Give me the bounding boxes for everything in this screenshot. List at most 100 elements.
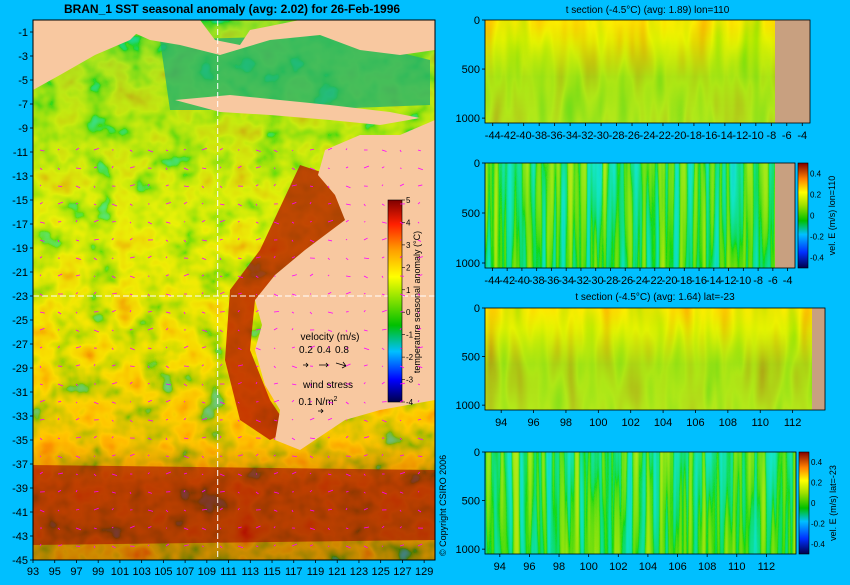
velocity-vector (94, 276, 95, 277)
section-x-tick-label: -42 (500, 130, 516, 142)
section-x-tick-label: -8 (753, 275, 763, 287)
lon-tick-label: 99 (92, 566, 104, 578)
section-x-tick-label: 94 (495, 417, 507, 429)
lon-tick-label: 125 (371, 566, 389, 578)
section-x-tick-label: -18 (676, 275, 692, 287)
velocity-vector (310, 401, 312, 402)
wind-stress-value: 0.1 N/m2 (299, 396, 338, 408)
section-x-tick-label: 100 (579, 561, 597, 573)
depth-tick-label: 1000 (456, 113, 480, 125)
section-x-tick-label: -44 (485, 130, 501, 142)
lat-tick-label: -31 (12, 387, 28, 399)
lon-tick-label: 103 (132, 566, 150, 578)
lat-tick-label: -19 (12, 243, 28, 255)
velocity-colorbar-tick-label: -0.4 (810, 254, 824, 263)
copyright-text: © Copyright CSIRO 2006 (438, 455, 448, 556)
section-x-tick-label: -4 (783, 275, 793, 287)
depth-tick-label: 1000 (456, 258, 480, 270)
section-land (812, 308, 825, 410)
velocity-colorbar-tick-label: 0.2 (810, 191, 822, 200)
depth-tick-label: 1000 (456, 400, 480, 412)
main-colorbar-tick-label: -3 (406, 376, 414, 385)
main-colorbar-tick-label: 1 (406, 286, 411, 295)
depth-tick-label: 0 (474, 158, 480, 170)
lon-tick-label: 119 (307, 566, 325, 578)
section-x-tick-label: 94 (494, 561, 506, 573)
section-x-tick-label: -38 (531, 130, 547, 142)
velocity-vector (328, 168, 330, 169)
section-field-texture (485, 308, 825, 410)
section-x-tick-label: 96 (527, 417, 539, 429)
lat-tick-label: -27 (12, 339, 28, 351)
lon-tick-label: 101 (111, 566, 129, 578)
lon-tick-label: 95 (49, 566, 61, 578)
lat-tick-label: -11 (13, 147, 28, 159)
depth-tick-label: 500 (462, 64, 480, 76)
section-x-tick-label: 112 (784, 417, 802, 429)
section-x-tick-label: -4 (797, 130, 807, 142)
lon-tick-label: 111 (220, 566, 237, 578)
main-colorbar (388, 200, 402, 402)
lat-tick-label: -33 (12, 411, 28, 423)
velocity-legend-label: velocity (m/s) (301, 332, 360, 343)
main-colorbar-tick-label: 2 (406, 263, 411, 272)
velocity-vector (58, 401, 61, 402)
velocity-vector (130, 366, 135, 367)
velocity-vector (256, 366, 258, 367)
section-panel-1: 05001000-44-42-40-38-36-34-32-30-28-26-2… (456, 158, 837, 287)
section-land (775, 163, 795, 268)
section-x-tick-label: -30 (588, 275, 604, 287)
velocity-legend-value-0: 0.2 (299, 345, 313, 356)
section-x-tick-label: -22 (647, 275, 663, 287)
main-map-lat-axis: -1-3-5-7-9-11-13-15-17-19-21-23-25-27-29… (12, 27, 33, 567)
section-panel-2: t section (-4.5°C) (avg: 1.64) lat=-2305… (456, 292, 825, 429)
lat-tick-label: -45 (12, 555, 28, 567)
lon-tick-label: 93 (27, 566, 39, 578)
lat-tick-label: -25 (12, 315, 28, 327)
section-x-tick-label: 106 (686, 417, 704, 429)
velocity-vector (346, 491, 349, 492)
lon-tick-label: 129 (415, 566, 433, 578)
lat-tick-label: -7 (18, 99, 28, 111)
main-colorbar-tick-label: 4 (406, 218, 411, 227)
velocity-colorbar-tick-label: -0.4 (811, 540, 825, 549)
section-x-tick-label: -40 (516, 130, 532, 142)
lon-tick-label: 127 (393, 566, 411, 578)
section-x-tick-label: 96 (523, 561, 535, 573)
section-x-tick-label: 100 (589, 417, 607, 429)
lon-tick-label: 113 (242, 566, 260, 578)
main-colorbar-tick-label: 5 (406, 196, 411, 205)
depth-tick-label: 1000 (456, 544, 480, 556)
section-x-tick-label: -30 (593, 130, 609, 142)
velocity-colorbar-tick-label: -0.2 (810, 233, 824, 242)
lon-tick-label: 105 (154, 566, 172, 578)
section-x-tick-label: 108 (719, 417, 737, 429)
velocity-vector (382, 366, 383, 367)
section-x-tick-label: -28 (603, 275, 619, 287)
section-x-tick-label: -16 (691, 275, 707, 287)
section-panel-0: t section (-4.5°C) (avg: 1.89) lon=11005… (456, 5, 810, 142)
section-x-tick-label: 98 (560, 417, 572, 429)
lat-tick-label: -1 (18, 27, 28, 39)
depth-tick-label: 500 (462, 352, 480, 364)
section-x-tick-label: -40 (514, 275, 530, 287)
section-x-tick-label: 112 (758, 561, 776, 573)
section-x-tick-label: -38 (529, 275, 545, 287)
section-x-tick-label: -34 (558, 275, 574, 287)
section-x-tick-label: 110 (728, 561, 746, 573)
velocity-colorbar-tick-label: 0 (811, 499, 816, 508)
section-x-tick-label: -16 (701, 130, 717, 142)
section-panel-title: t section (-4.5°C) (avg: 1.89) lon=110 (566, 5, 730, 16)
main-colorbar-tick-label: 3 (406, 241, 411, 250)
lat-tick-label: -15 (12, 195, 28, 207)
wind-stress-label: wind stress (302, 380, 353, 391)
velocity-legend-value-2: 0.8 (335, 345, 349, 356)
section-x-tick-label: -6 (782, 130, 792, 142)
section-x-tick-label: -24 (640, 130, 656, 142)
section-x-tick-label: 106 (668, 561, 686, 573)
lat-tick-label: -29 (12, 363, 28, 375)
velocity-colorbar-tick-label: 0.4 (811, 458, 823, 467)
section-x-tick-label: -20 (670, 130, 686, 142)
section-x-tick-label: -28 (609, 130, 625, 142)
